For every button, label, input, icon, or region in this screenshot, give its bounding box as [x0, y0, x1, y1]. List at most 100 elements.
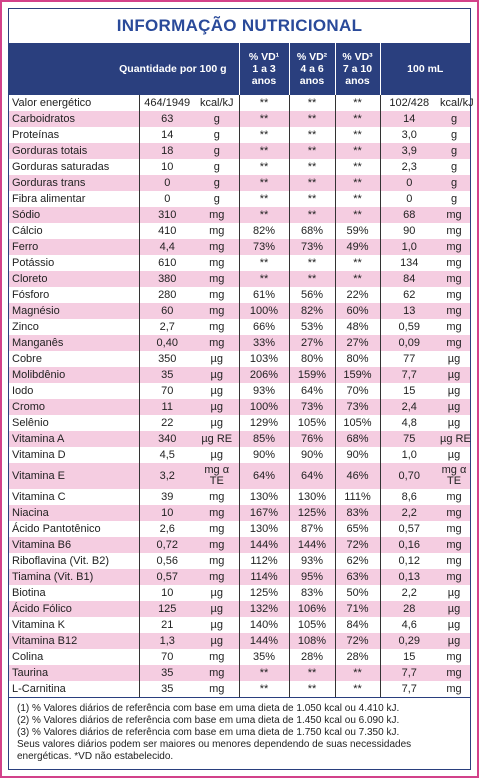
- vd-1: 90%: [238, 447, 289, 463]
- nutrient-name: Sódio: [9, 207, 139, 223]
- amount-100ml: 0,57: [379, 521, 438, 537]
- vd-2: 73%: [288, 399, 335, 415]
- vd-2: **: [288, 111, 335, 127]
- vd-1: 112%: [238, 553, 289, 569]
- vd-3: 105%: [334, 415, 380, 431]
- amount-100ml: 134: [379, 255, 438, 271]
- unit-100ml: µg: [447, 416, 461, 429]
- vd-1: 132%: [238, 601, 289, 617]
- nutrient-row: Vitamina D 4,5 µg 90% 90% 90% 1,0 µg: [9, 447, 470, 463]
- nutrient-row: Potássio 610 mg ** ** ** 134 mg: [9, 255, 470, 271]
- vd-1: 33%: [238, 335, 289, 351]
- nutrient-name: Vitamina B6: [9, 537, 139, 553]
- vd-2: **: [288, 271, 335, 287]
- amount-100ml: 28: [379, 601, 438, 617]
- unit-100ml: mg: [446, 554, 462, 567]
- amount-100ml: 0: [379, 191, 438, 207]
- unit: µg: [195, 601, 239, 617]
- vd-2: 64%: [288, 463, 335, 489]
- amount: 2,6: [138, 521, 195, 537]
- vd-3: 83%: [334, 505, 380, 521]
- unit: mg: [195, 303, 239, 319]
- vd-3: **: [334, 95, 380, 111]
- vd-1: **: [238, 207, 289, 223]
- nutrient-row: L-Carnitina 35 mg ** ** ** 7,7 mg: [9, 681, 470, 697]
- amount: 350: [138, 351, 195, 367]
- header-line: anos: [251, 75, 277, 87]
- nutrient-name: Molibdênio: [9, 367, 139, 383]
- vd-2: 106%: [288, 601, 335, 617]
- vd-3: **: [334, 681, 380, 697]
- vd-2: 108%: [288, 633, 335, 649]
- nutrient-name: Selênio: [12, 416, 49, 429]
- nutrient-name: Vitamina B12: [9, 633, 139, 649]
- unit: mg: [195, 537, 239, 553]
- amount-100ml: 3,9: [379, 143, 438, 159]
- nutrient-row: Zinco 2,7 mg 66% 53% 48% 0,59 mg: [9, 319, 470, 335]
- vd-3: 48%: [334, 319, 380, 335]
- nutrient-row: Sódio 310 mg ** ** ** 68 mg: [9, 207, 470, 223]
- amount-100ml: 75: [379, 431, 438, 447]
- unit-100ml: µg: [438, 367, 470, 383]
- vd-1: 64%: [238, 463, 289, 489]
- vd-1: 73%: [238, 239, 289, 255]
- amount: 14: [138, 127, 195, 143]
- vd-3: **: [334, 111, 380, 127]
- vd-1: **: [238, 271, 289, 287]
- vd-1: **: [238, 127, 289, 143]
- amount: 4,5: [138, 447, 195, 463]
- header-line: anos: [299, 75, 325, 87]
- vd-1: **: [238, 143, 289, 159]
- vd-3: 90%: [334, 447, 380, 463]
- header-per-ml: 100 mL: [379, 43, 470, 95]
- unit: mg: [209, 490, 225, 503]
- amount-100ml: 68: [379, 207, 438, 223]
- nutrient-row: Fibra alimentar 0 g ** ** ** 0 g: [9, 191, 470, 207]
- nutrient-name: Zinco: [12, 320, 39, 333]
- vd-1: **: [238, 191, 289, 207]
- nutrient-row: Vitamina A 340 µg RE 85% 76% 68% 75 µg RE: [9, 431, 471, 447]
- vd-1: **: [238, 159, 289, 175]
- table-body: Valor energético 464/1949 kcal/kJ ** ** ** 102…: [9, 95, 474, 697]
- vd-2: 90%: [288, 447, 335, 463]
- unit: mg: [195, 239, 239, 255]
- vd-3: **: [334, 191, 380, 207]
- vd-1: 103%: [238, 351, 289, 367]
- amount-100ml: 0,12: [379, 553, 438, 569]
- unit: mg: [209, 650, 225, 663]
- unit-100ml: mg: [438, 271, 470, 287]
- nutrient-name: Ácido Fólico: [9, 601, 139, 617]
- unit-100ml: g: [438, 111, 470, 127]
- vd-2: **: [288, 95, 335, 111]
- vd-3: 70%: [334, 383, 380, 399]
- vd-3: **: [334, 175, 380, 191]
- unit: µg: [195, 367, 239, 383]
- unit: µg: [195, 633, 239, 649]
- vd-2: **: [288, 159, 335, 175]
- amount: 60: [138, 303, 195, 319]
- vd-1: 114%: [238, 569, 289, 585]
- vd-1: 144%: [238, 537, 289, 553]
- vd-3: **: [334, 207, 380, 223]
- vd-2: **: [288, 207, 335, 223]
- unit: µg: [210, 448, 223, 461]
- footnote: (3) % Valores diários de referência com …: [17, 727, 400, 738]
- amount-100ml: 0,70: [379, 463, 438, 489]
- unit-100ml: g: [450, 160, 458, 173]
- nutrient-row: Taurina 35 mg ** ** ** 7,7 mg: [9, 665, 470, 681]
- unit-100ml: g: [450, 192, 458, 205]
- amount: 0: [138, 191, 195, 207]
- vd-3: 28%: [334, 649, 380, 665]
- vd-3: 22%: [334, 287, 380, 303]
- header-line: anos: [345, 75, 370, 87]
- unit: mg: [209, 522, 225, 535]
- vd-3: 68%: [334, 431, 380, 447]
- amount-100ml: 8,6: [379, 489, 438, 505]
- unit-100ml: mg: [438, 505, 470, 521]
- nutrient-row: Vitamina C 39 mg 130% 130% 111% 8,6 mg: [9, 489, 470, 505]
- nutrient-name: Carboidratos: [9, 111, 139, 127]
- amount: 35: [138, 367, 195, 383]
- vd-1: 82%: [238, 223, 289, 239]
- amount-100ml: 2,2: [379, 505, 438, 521]
